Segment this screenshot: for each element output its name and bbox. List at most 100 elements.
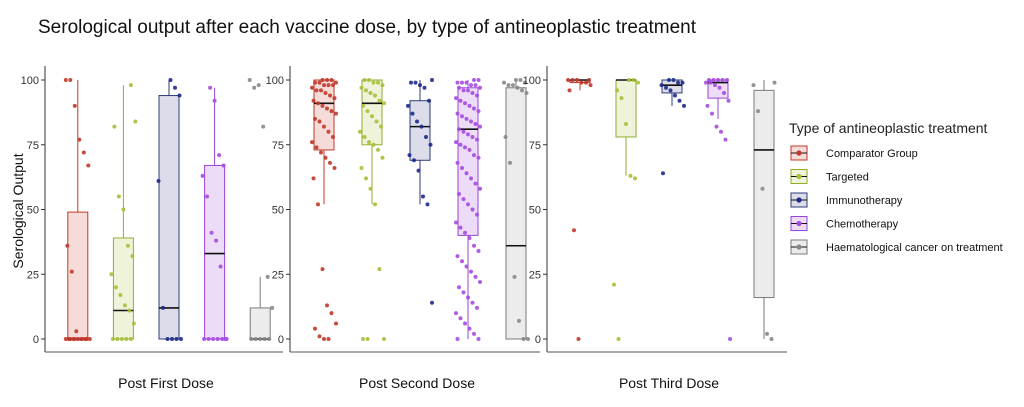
box-targeted <box>109 83 138 341</box>
data-point <box>470 90 475 95</box>
data-point <box>406 103 410 108</box>
data-point <box>751 83 756 88</box>
data-point <box>572 228 576 233</box>
data-point <box>156 179 161 184</box>
y-tick-label: 100 <box>21 75 39 87</box>
data-point <box>332 166 337 171</box>
data-point <box>464 80 469 85</box>
box-chemotherapy <box>200 85 229 341</box>
data-point <box>313 80 317 85</box>
legend-swatch-point <box>796 173 802 180</box>
data-point <box>332 96 337 101</box>
data-point <box>65 243 70 248</box>
data-point <box>476 78 481 82</box>
data-point <box>457 85 461 90</box>
data-point <box>466 202 470 207</box>
legend-item: Comparator Group <box>790 145 918 161</box>
data-point <box>125 243 130 248</box>
data-point <box>202 337 207 341</box>
data-point <box>458 98 463 103</box>
data-point <box>377 267 382 272</box>
data-point <box>723 137 728 142</box>
data-point <box>80 337 85 341</box>
data-point <box>455 111 460 116</box>
legend-label: Chemotherapy <box>826 219 899 231</box>
data-point <box>677 98 682 103</box>
data-point <box>668 88 673 93</box>
data-point <box>455 160 460 165</box>
y-tick-label: 50 <box>529 205 541 217</box>
data-point <box>310 140 314 145</box>
data-point <box>476 109 481 114</box>
data-point <box>478 85 482 90</box>
data-point <box>382 337 386 341</box>
data-point <box>427 98 431 103</box>
legend-label: Targeted <box>826 172 869 184</box>
data-point <box>523 80 527 85</box>
data-point <box>713 83 717 88</box>
data-point <box>329 311 334 316</box>
data-point <box>612 282 616 287</box>
data-point <box>316 101 320 106</box>
data-point <box>407 153 412 158</box>
box-chemotherapy <box>704 78 732 341</box>
data-point <box>464 264 469 269</box>
data-point <box>461 129 466 134</box>
data-point <box>619 96 624 101</box>
legend-swatch-point <box>796 220 802 227</box>
data-point <box>325 106 329 111</box>
data-point <box>128 337 133 341</box>
data-point <box>717 85 722 90</box>
data-point <box>455 337 460 341</box>
data-point <box>476 337 481 341</box>
data-point <box>473 122 478 127</box>
data-point <box>371 80 376 85</box>
data-point <box>320 78 325 82</box>
y-tick-label: 50 <box>272 205 284 217</box>
data-point <box>161 305 165 310</box>
data-point <box>412 158 416 163</box>
data-point <box>469 176 473 181</box>
data-point <box>682 103 686 108</box>
data-point <box>430 78 434 82</box>
data-point <box>502 80 506 85</box>
data-point <box>466 295 470 300</box>
chart-title: Serological output after each vaccine do… <box>38 17 697 38</box>
data-point <box>454 96 458 101</box>
data-point <box>461 88 466 93</box>
data-point <box>503 134 508 139</box>
box-iqr <box>409 100 431 161</box>
data-point <box>322 337 326 341</box>
data-point <box>331 83 335 88</box>
data-point <box>314 145 319 150</box>
data-point <box>74 329 79 334</box>
data-point <box>322 83 326 88</box>
data-point <box>478 280 482 285</box>
data-point <box>119 337 124 341</box>
data-point <box>667 78 671 82</box>
data-point <box>416 168 421 173</box>
data-point <box>457 285 461 290</box>
data-point <box>419 124 424 129</box>
panel-1: 0 25 50 75 100 Post First Dose <box>21 66 283 391</box>
data-point <box>112 124 117 129</box>
data-point <box>72 103 77 108</box>
data-point <box>661 171 665 176</box>
data-point <box>705 103 710 108</box>
data-point <box>326 337 331 341</box>
data-point <box>576 337 581 341</box>
data-point <box>115 337 120 341</box>
data-point <box>215 337 220 341</box>
data-point <box>224 337 229 341</box>
data-point <box>211 337 216 341</box>
data-point <box>636 80 640 85</box>
data-point <box>311 98 316 103</box>
data-point <box>221 163 226 168</box>
legend-swatch-point <box>796 197 802 203</box>
data-point <box>326 83 331 88</box>
legend-item: Chemotherapy <box>790 216 899 231</box>
data-point <box>364 88 368 93</box>
data-point <box>359 85 364 90</box>
data-point <box>247 78 252 82</box>
data-point <box>265 274 270 279</box>
